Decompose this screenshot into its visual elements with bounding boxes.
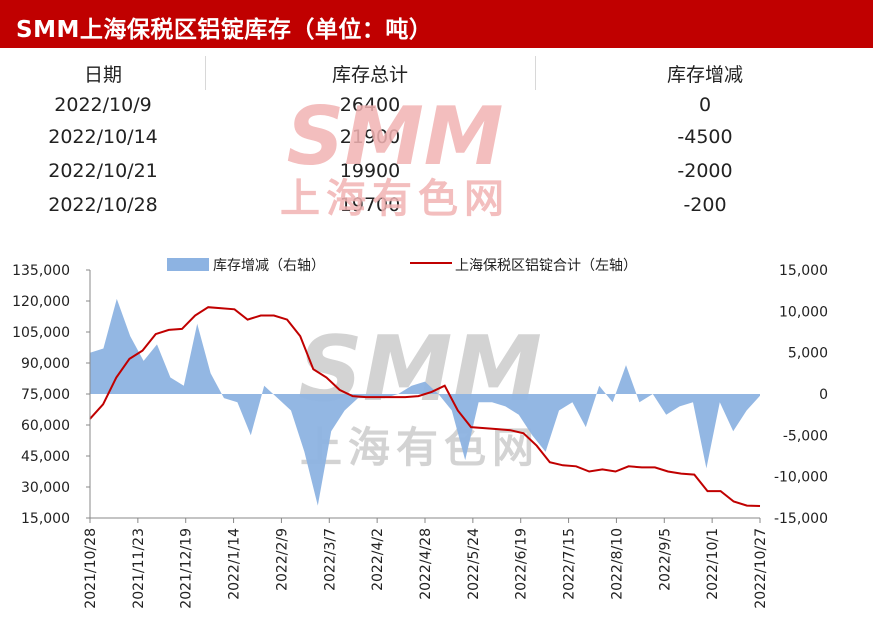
x-axis-tick-label: 2022/2/9	[274, 528, 290, 591]
legend-swatch-line	[410, 262, 452, 264]
left-axis-tick-label: 75,000	[21, 387, 70, 403]
right-axis-tick-label: -5,000	[783, 428, 828, 444]
title-bar: SMM上海保税区铝锭库存（单位：吨）	[0, 0, 873, 48]
left-axis-tick-label: 30,000	[21, 480, 70, 496]
left-axis-tick-label: 120,000	[12, 294, 70, 310]
series-line-total-inventory	[89, 306, 761, 507]
legend-label-line: 上海保税区铝锭合计（左轴）	[455, 258, 637, 274]
left-axis-tick-label: 105,000	[12, 325, 70, 341]
x-axis-tick-label: 2021/11/23	[131, 528, 147, 609]
left-axis-tick-label: 15,000	[21, 511, 70, 527]
x-axis-tick-label: 2022/4/2	[370, 528, 386, 591]
table-cell: 2022/10/9	[54, 94, 152, 116]
x-axis-tick-label: 2022/6/19	[514, 528, 530, 600]
table-cell: 19900	[339, 160, 401, 182]
table-cell: 19700	[339, 194, 401, 216]
right-axis-tick-label: 10,000	[779, 304, 828, 320]
x-axis-tick-label: 2022/4/28	[418, 528, 434, 600]
table-cell: -2000	[677, 160, 733, 182]
watermark-caption-text: 上海有色网	[300, 423, 540, 472]
table-cell: 26400	[339, 94, 401, 116]
left-axis-tick-label: 90,000	[21, 356, 70, 372]
right-axis-tick-label: 15,000	[779, 263, 828, 279]
column-separator	[535, 56, 536, 90]
right-axis-tick-label: 5,000	[788, 346, 828, 362]
legend-label-area: 库存增减（右轴）	[213, 258, 325, 274]
x-axis-tick-label: 2021/10/28	[83, 528, 99, 609]
right-axis-tick-label: 0	[819, 387, 828, 403]
table-header-cell: 日期	[83, 64, 122, 86]
x-axis-tick-label: 2022/10/27	[753, 528, 769, 609]
x-axis-tick-label: 2022/1/14	[227, 528, 243, 600]
x-axis-tick-label: 2022/7/15	[562, 528, 578, 600]
table-header-cell: 库存总计	[331, 64, 408, 86]
x-axis-tick-label: 2022/3/7	[322, 528, 338, 591]
x-axis-tick-label: 2022/10/1	[705, 528, 721, 600]
x-axis-tick-label: 2022/9/5	[657, 528, 673, 591]
x-axis-tick-label: 2022/5/24	[466, 528, 482, 600]
table-cell: 2022/10/28	[48, 194, 158, 216]
x-axis-tick-label: 2022/8/10	[609, 528, 625, 600]
table-cell: 21900	[339, 126, 401, 148]
table-cell: 0	[698, 94, 712, 116]
legend-swatch-area	[167, 258, 209, 271]
x-axis-tick-label: 2021/12/19	[179, 528, 195, 609]
table-cell: -200	[683, 194, 727, 216]
chart-title: SMM上海保税区铝锭库存（单位：吨）	[16, 17, 433, 43]
summary-table: 日期 库存总计 库存增减 2022/10/9 26400 0 2022/10/14 21900…	[0, 56, 873, 228]
table-cell: -4500	[677, 126, 733, 148]
column-separator	[205, 56, 206, 90]
table-cell: 2022/10/21	[48, 160, 158, 182]
left-axis-tick-label: 135,000	[12, 263, 70, 279]
table-header-cell: 库存增减	[666, 64, 743, 86]
table-cell: 2022/10/14	[48, 126, 158, 148]
left-axis-tick-label: 45,000	[21, 449, 70, 465]
left-axis-tick-label: 60,000	[21, 418, 70, 434]
right-axis-tick-label: -15,000	[774, 511, 828, 527]
right-axis-tick-label: -10,000	[774, 470, 828, 486]
